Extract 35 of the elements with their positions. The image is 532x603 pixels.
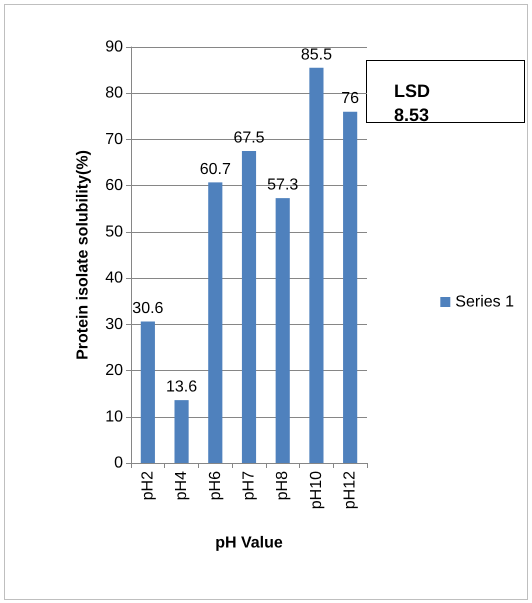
y-tick-label: 40 (105, 270, 124, 287)
bar (208, 182, 222, 463)
y-tick-label: 90 (105, 38, 124, 56)
y-tick-label: 80 (105, 84, 124, 102)
y-tick-label: 60 (105, 177, 124, 194)
y-tick-label: 50 (105, 223, 124, 240)
y-tick-label: 70 (105, 130, 124, 148)
bar (309, 68, 324, 463)
x-tick-label: pH12 (342, 470, 359, 510)
x-tick-label: pH8 (274, 470, 292, 500)
y-tick-label: 10 (105, 408, 124, 426)
data-label: 60.7 (200, 160, 231, 178)
data-label: 76 (341, 90, 360, 108)
bar (343, 112, 358, 463)
bar (140, 322, 155, 463)
y-tick-label: 20 (105, 362, 124, 380)
x-tick-label: pH4 (173, 470, 190, 500)
x-tick-label: pH7 (240, 470, 258, 500)
y-tick-label: 0 (114, 454, 124, 472)
y-tick-label: 30 (105, 316, 124, 333)
y-axis-title: Protein isolate solubility(%) (74, 150, 92, 360)
data-label: 30.6 (132, 300, 164, 318)
bar (276, 198, 290, 463)
x-tick-label: pH10 (308, 470, 325, 510)
bar (242, 151, 256, 463)
text: LSD 8.53 (394, 81, 436, 125)
data-label: 85.5 (300, 46, 332, 64)
data-label: 13.6 (166, 378, 198, 396)
x-axis-title: pH Value (215, 534, 283, 552)
x-tick-label: pH2 (139, 470, 156, 500)
legend-label: Series 1 (455, 294, 514, 310)
bar (174, 400, 189, 463)
x-tick-label: pH6 (206, 470, 224, 500)
data-label: 57.3 (267, 176, 298, 194)
data-label: 67.5 (233, 130, 265, 146)
